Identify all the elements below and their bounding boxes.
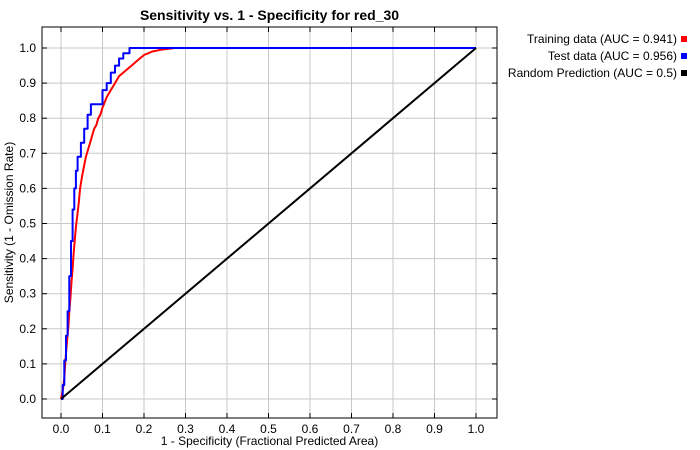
- x-tick-label: 0.5: [260, 422, 277, 436]
- x-axis-title: 1 - Specificity (Fractional Predicted Ar…: [161, 434, 378, 448]
- legend-label: Random Prediction (AUC = 0.5): [508, 66, 677, 80]
- test-series-line: [61, 47, 476, 400]
- x-tick-label: 0.0: [53, 422, 70, 436]
- y-tick-label: 0.4: [19, 252, 36, 266]
- x-tick-label: 0.7: [343, 422, 360, 436]
- y-tick-label: 0.0: [19, 392, 36, 406]
- x-tick-label: 0.4: [219, 422, 236, 436]
- x-tick-label: 0.8: [385, 422, 402, 436]
- y-tick-label: 1.0: [19, 41, 36, 55]
- x-tick-label: 0.2: [136, 422, 153, 436]
- axis-ticks: 0.0 0.1 0.2 0.3 0.4 0.5 0.6 0.7 0.8 0.9 1.0 0.0 0.1 0…: [19, 27, 497, 436]
- y-tick-label: 0.5: [19, 217, 36, 231]
- x-tick-label: 1.0: [468, 422, 485, 436]
- chart-title: Sensitivity vs. 1 - Specificity for red_…: [140, 7, 399, 23]
- random-prediction-line: [60, 47, 477, 400]
- legend: Training data (AUC = 0.941) Test data (AU…: [508, 32, 687, 80]
- y-tick-label: 0.9: [19, 76, 36, 90]
- legend-swatch: [681, 36, 687, 42]
- y-tick-label: 0.2: [19, 322, 36, 336]
- x-tick-label: 0.3: [177, 422, 194, 436]
- legend-swatch: [681, 70, 687, 76]
- legend-swatch: [681, 53, 687, 59]
- x-tick-label: 0.6: [302, 422, 319, 436]
- y-tick-label: 0.6: [19, 181, 36, 195]
- x-tick-label: 0.9: [426, 422, 443, 436]
- y-tick-label: 0.8: [19, 111, 36, 125]
- series-lines: [60, 47, 477, 400]
- y-tick-label: 0.7: [19, 146, 36, 160]
- y-axis-title: Sensitivity (1 - Omission Rate): [2, 142, 16, 303]
- x-tick-label: 0.1: [94, 422, 111, 436]
- legend-label: Training data (AUC = 0.941): [527, 32, 677, 46]
- legend-label: Test data (AUC = 0.956): [548, 49, 677, 63]
- y-tick-label: 0.3: [19, 287, 36, 301]
- plot-area-frame: [41, 26, 498, 419]
- y-tick-label: 0.1: [19, 357, 36, 371]
